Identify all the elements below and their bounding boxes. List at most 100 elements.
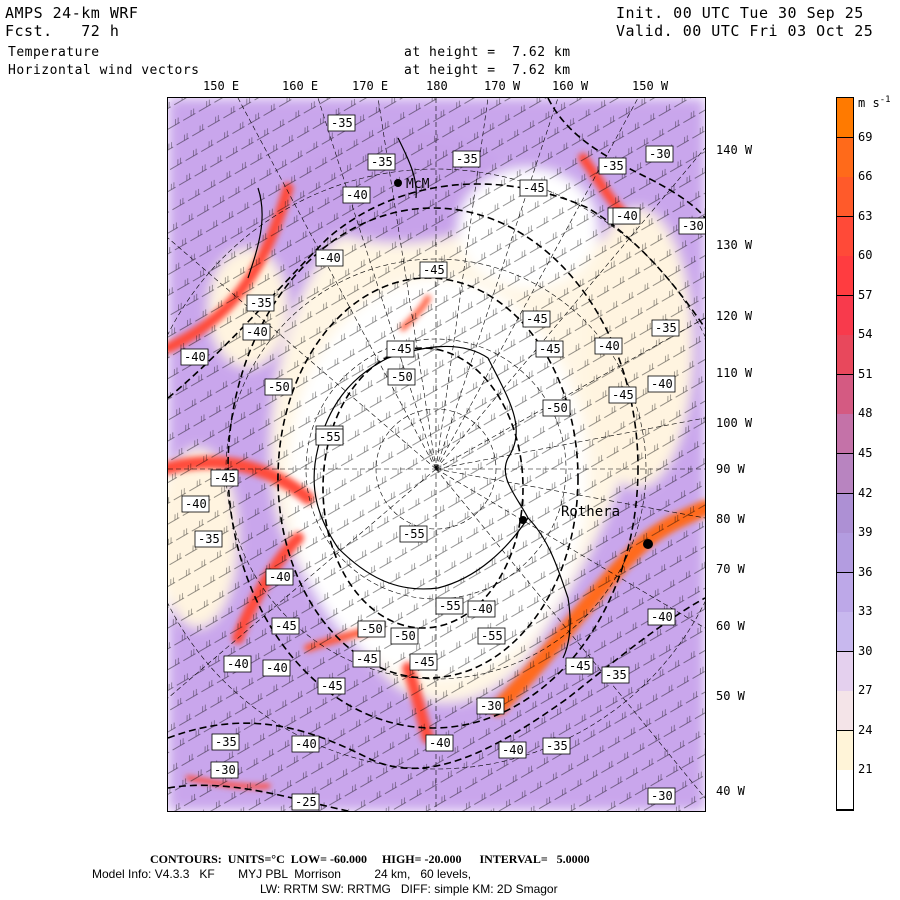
contour-label: -50 [387, 368, 416, 386]
contour-label: -55 [435, 597, 464, 615]
field-temperature: Temperature [8, 45, 100, 60]
height-temperature: at height = 7.62 km [404, 45, 571, 60]
svg-text:-40: -40 [295, 737, 317, 751]
legend-swatch [837, 256, 853, 297]
contour-label: -35 [246, 294, 275, 312]
svg-text:-45: -45 [539, 342, 561, 356]
svg-text:-45: -45 [569, 659, 591, 673]
legend-value: 63 [858, 208, 873, 223]
contour-label: -30 [647, 787, 676, 805]
svg-text:-55: -55 [319, 430, 341, 444]
lon-tick: 150 E [203, 79, 240, 93]
legend-swatch [837, 730, 853, 771]
contour-label: -45 [565, 657, 594, 675]
wind-vectors [168, 98, 705, 811]
footer-model-info: Model Info: V4.3.3 KF MYJ PBL Morrison 2… [92, 867, 472, 881]
svg-text:-40: -40 [246, 325, 268, 339]
contour-label: -35 [601, 666, 630, 684]
svg-text:-40: -40 [651, 610, 673, 624]
lon-tick: 170 E [352, 79, 389, 93]
legend-value: 45 [858, 446, 873, 460]
svg-text:-40: -40 [502, 743, 524, 757]
contour-label: -35 [651, 319, 680, 337]
svg-text:-40: -40 [184, 350, 206, 364]
contour-label: -45 [210, 469, 239, 487]
legend-swatch [837, 612, 853, 653]
contour-label: -45 [419, 261, 448, 279]
svg-text:-50: -50 [394, 629, 416, 643]
svg-text:-45: -45 [526, 312, 548, 326]
model-title: AMPS 24-km WRF [5, 4, 139, 22]
svg-text:-50: -50 [361, 622, 383, 636]
svg-text:-50: -50 [391, 370, 413, 384]
svg-text:-50: -50 [268, 380, 290, 394]
svg-text:-55: -55 [439, 599, 461, 613]
svg-text:-40: -40 [346, 188, 368, 202]
svg-text:-40: -40 [471, 602, 493, 616]
contour-label: -30 [678, 217, 705, 235]
svg-text:-40: -40 [185, 497, 207, 511]
legend-swatch [837, 651, 853, 692]
lon-tick: 150 W [632, 79, 669, 93]
svg-text:-40: -40 [319, 251, 341, 265]
legend-swatch [837, 216, 853, 257]
contour-label: -50 [264, 378, 293, 396]
svg-text:-45: -45 [523, 181, 545, 195]
contour-label: -45 [409, 653, 438, 671]
station-label: Rothera [561, 504, 620, 520]
lon-tick-right: 110 W [716, 366, 753, 380]
lon-tick-right: 140 W [716, 143, 753, 157]
coastline [247, 137, 571, 659]
legend-value: 24 [858, 722, 873, 737]
contour-label: -55 [477, 627, 506, 645]
svg-text:-30: -30 [651, 789, 673, 803]
contour-label: -30 [645, 145, 674, 163]
color-bar [836, 97, 854, 811]
contour-label: -35 [367, 153, 396, 171]
lon-tick-right: 60 W [716, 619, 745, 633]
legend-value: 21 [858, 762, 873, 777]
temperature-contours [168, 98, 705, 811]
svg-text:-35: -35 [456, 152, 478, 166]
svg-text:-40: -40 [269, 570, 291, 584]
legend-swatch [837, 335, 853, 376]
legend-value: 69 [858, 129, 873, 144]
contour-label: -40 [647, 608, 676, 626]
contour-label: -40 [498, 741, 527, 759]
contour-label: -40 [265, 568, 294, 586]
contour-label: -40 [291, 735, 320, 753]
lon-tick: 170 W [484, 79, 521, 93]
contour-label: -50 [357, 620, 386, 638]
lon-tick-right: 120 W [716, 309, 753, 323]
station-marker [394, 179, 402, 187]
lon-tick-right: 80 W [716, 512, 745, 526]
contour-label: -45 [608, 386, 637, 404]
forecast-hour: Fcst. 72 h [5, 22, 120, 40]
station-mcmurdo: McM [394, 177, 430, 192]
legend-value: 42 [858, 485, 873, 500]
contour-label: -35 [211, 733, 240, 751]
legend-swatch [837, 770, 853, 811]
legend-swatch [837, 691, 853, 732]
contour-label: -45 [271, 617, 300, 635]
contour-label: -45 [522, 310, 551, 328]
contour-label: -35 [327, 114, 356, 132]
svg-text:-35: -35 [215, 735, 237, 749]
svg-text:-45: -45 [356, 652, 378, 666]
contour-label: -40 [242, 323, 271, 341]
legend-swatch [837, 98, 853, 139]
station-marker [643, 539, 653, 549]
svg-text:-40: -40 [227, 657, 249, 671]
legend-swatch [837, 454, 853, 495]
lon-tick-right: 90 W [716, 462, 745, 476]
contour-label: -40 [180, 348, 209, 366]
legend-value: 30 [858, 643, 873, 658]
svg-text:-35: -35 [655, 321, 677, 335]
contour-label: -40 [425, 734, 454, 752]
contour-label: -40 [647, 375, 676, 393]
svg-text:-35: -35 [198, 532, 220, 546]
contour-label: -30 [476, 697, 505, 715]
legend-swatch [837, 295, 853, 336]
lon-tick-right: 50 W [716, 689, 745, 703]
svg-text:-55: -55 [481, 629, 503, 643]
